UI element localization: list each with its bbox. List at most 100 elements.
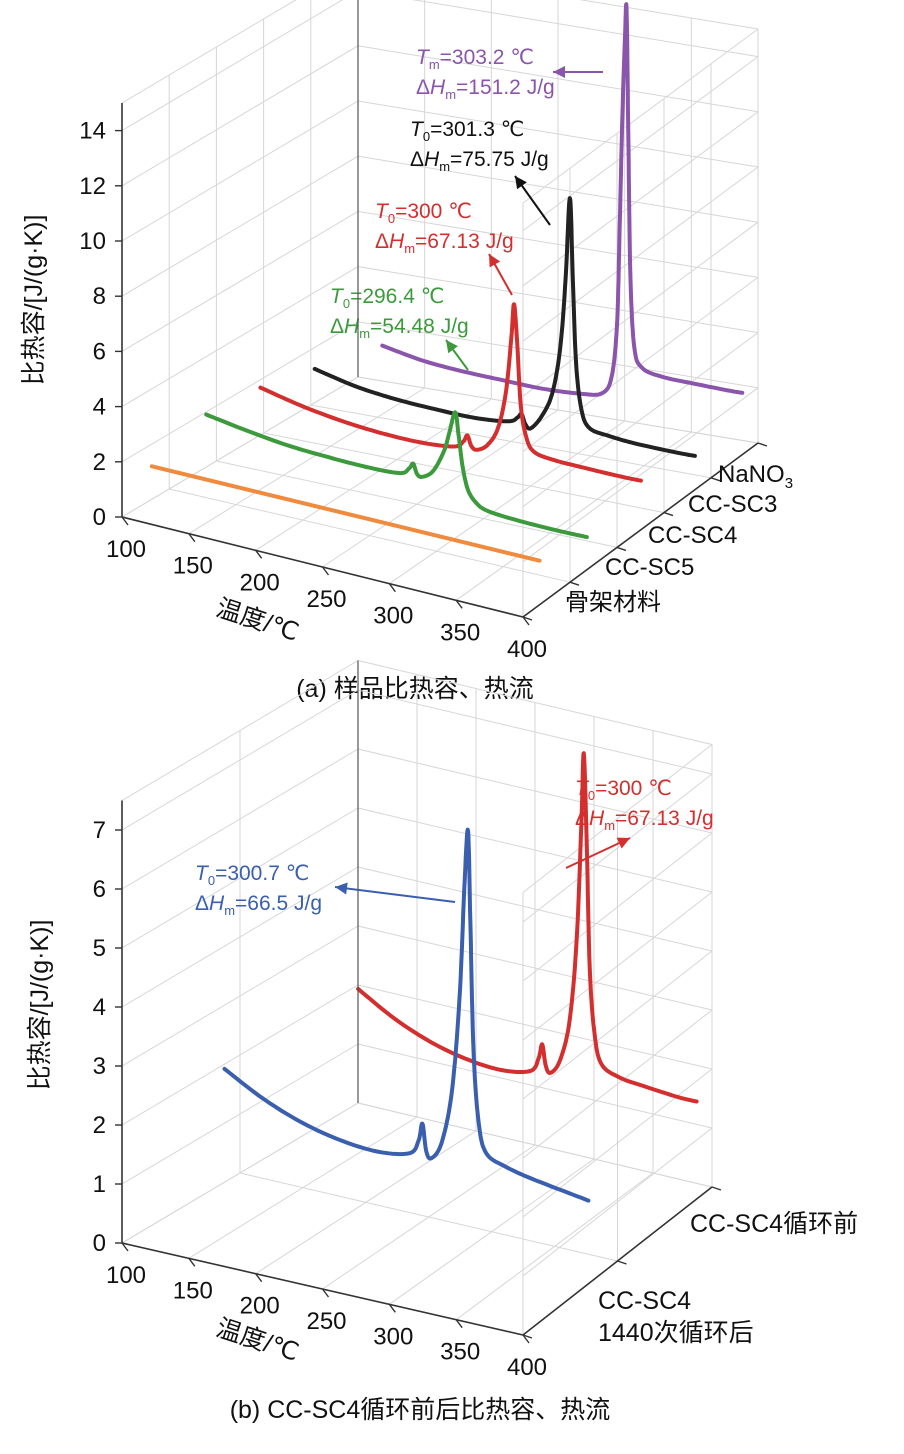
z-tick-mark	[569, 581, 580, 586]
leftwall-grid-y	[121, 984, 359, 1126]
y-tick-label: 4	[93, 394, 106, 421]
annotation-arrow-head	[489, 254, 501, 268]
top-edge	[522, 28, 759, 204]
rightwall-grid-y	[522, 773, 713, 923]
peak-annotation: T0=301.3 ℃ ΔHm=75.75 J/g	[410, 118, 551, 226]
y-tick-label: 12	[79, 173, 106, 200]
z-tick-mark	[616, 546, 627, 552]
panel-a-annotations: Tm=303.2 ℃ ΔHm=151.2 J/g T0=301.3 ℃ ΔHm=75.…	[330, 46, 603, 371]
z-tick-mark	[522, 1334, 533, 1339]
x-tick-mark	[121, 516, 129, 526]
x-tick-label: 100	[106, 536, 146, 563]
annotation-arrow-shaft	[334, 886, 456, 903]
y-tick-label: 2	[93, 449, 106, 476]
series-axis-label-skeleton: 骨架材料	[565, 589, 661, 616]
series-line-NaNO3	[380, 2, 745, 397]
rightwall-grid-y	[522, 950, 713, 1100]
floor-grid-z	[239, 1172, 618, 1262]
leftwall-grid-y	[121, 689, 359, 831]
annotation-enthalpy: ΔHm=67.13 J/g	[375, 230, 514, 256]
rightwall-grid-y	[522, 56, 759, 232]
backwall-grid-y	[411, 0, 759, 58]
y-tick-label: 14	[79, 118, 106, 145]
x-tick-label: 250	[306, 1308, 346, 1335]
peak-annotation: T0=300 ℃ ΔHm=67.13 J/g	[375, 200, 514, 296]
x-tick-label: 300	[373, 1323, 413, 1350]
annotation-temp: Tm=303.2 ℃	[416, 46, 534, 72]
leftwall-grid-y	[121, 155, 359, 297]
y-tick-label: 8	[93, 283, 106, 310]
backwall-grid-y	[357, 210, 759, 278]
x-tick-mark	[188, 533, 196, 543]
panel-b-annotations: T0=300.7 ℃ ΔHm=66.5 J/g T0=300 ℃ ΔHm=67.13 …	[195, 777, 714, 918]
x-tick-mark	[388, 1303, 396, 1313]
peak-annotation: T0=300.7 ℃ ΔHm=66.5 J/g	[195, 862, 456, 918]
panel-b-series-axis-labels: CC-SC4循环前 CC-SC4 1440次循环后	[598, 1210, 858, 1347]
annotation-temp: T0=301.3 ℃	[410, 118, 524, 144]
panel-a-caption: (a) 样品比热容、热流	[296, 675, 534, 703]
y-tick-label: 6	[93, 338, 106, 365]
panel-a-ylabel: 比热容/[J/(g·K)]	[20, 215, 48, 386]
leftwall-grid-y	[121, 0, 344, 132]
rightwall-grid-y	[522, 1009, 713, 1159]
backwall-grid-y	[357, 266, 759, 334]
x-tick-mark	[321, 566, 330, 576]
rightwall-grid-y	[522, 1127, 713, 1277]
floor-grid-z	[310, 404, 712, 479]
rightwall-grid-y	[522, 1068, 713, 1218]
x-tick-label: 350	[440, 619, 480, 646]
y-tick-label: 3	[93, 1053, 106, 1080]
backwall-grid-y	[357, 100, 759, 168]
panel-a-series-axis-labels: NaNO3 CC-SC3 CC-SC4 CC-SC5 骨架材料	[565, 461, 793, 616]
leftwall-grid-y	[121, 266, 359, 408]
floor-grid-x	[188, 387, 425, 535]
x-tick-mark	[388, 583, 396, 593]
leftwall-grid-y	[121, 807, 359, 949]
x-tick-mark	[522, 616, 530, 626]
series-axis-label-cc-sc5: CC-SC5	[605, 554, 694, 581]
z-tick-mark	[663, 511, 674, 517]
backwall-grid-y	[357, 925, 713, 1011]
x-tick-label: 250	[306, 586, 346, 613]
y-tick-label: 5	[93, 935, 106, 962]
leftwall-grid-y	[121, 748, 359, 890]
x-tick-mark	[455, 1319, 463, 1329]
x-tick-label: 400	[507, 636, 547, 663]
y-tick-label: 6	[93, 876, 106, 903]
rightwall-grid-y	[522, 221, 759, 397]
series-axis-label-before: CC-SC4循环前	[690, 1210, 858, 1238]
annotation-enthalpy: ΔHm=66.5 J/g	[195, 892, 322, 918]
peak-annotation: Tm=303.2 ℃ ΔHm=151.2 J/g	[416, 46, 603, 102]
annotation-arrow-head	[553, 66, 565, 78]
x-tick-label: 200	[240, 1293, 280, 1320]
panel-a-series	[149, 2, 745, 563]
panel-b-series	[222, 751, 699, 1203]
panel-b-xlabel: 温度/℃	[213, 1314, 303, 1367]
annotation-enthalpy: ΔHm=67.13 J/g	[575, 807, 714, 833]
panel-b-ylabel: 比热容/[J/(g·K)]	[26, 920, 54, 1091]
x-tick-label: 100	[106, 1262, 146, 1289]
x-tick-label: 400	[507, 1354, 547, 1381]
backwall-grid-y	[357, 866, 713, 952]
x-tick-mark	[188, 1257, 196, 1267]
annotation-enthalpy: ΔHm=75.75 J/g	[410, 148, 549, 174]
z-axis-line	[522, 442, 759, 618]
x-tick-mark	[121, 1242, 129, 1252]
annotation-arrow-head	[335, 882, 348, 895]
backwall-grid-y	[357, 689, 713, 775]
peak-annotation: T0=300 ℃ ΔHm=67.13 J/g	[565, 777, 714, 869]
panel-a-xlabel: 温度/℃	[213, 594, 303, 647]
floor-grid-z	[169, 488, 571, 583]
series-line-骨架材料	[149, 464, 542, 563]
y-tick-label: 0	[93, 504, 106, 531]
leftwall-grid-y	[121, 100, 359, 242]
y-tick-label: 0	[93, 1230, 106, 1257]
annotation-enthalpy: ΔHm=54.48 J/g	[330, 315, 469, 341]
floor-grid-x	[389, 420, 625, 585]
annotation-arrow-head	[616, 837, 630, 849]
z-tick-mark	[757, 442, 768, 447]
panel-b-caption: (b) CC-SC4循环前后比热容、热流	[230, 1396, 611, 1424]
x-tick-label: 300	[373, 603, 413, 630]
floor-grid-x	[455, 431, 692, 601]
